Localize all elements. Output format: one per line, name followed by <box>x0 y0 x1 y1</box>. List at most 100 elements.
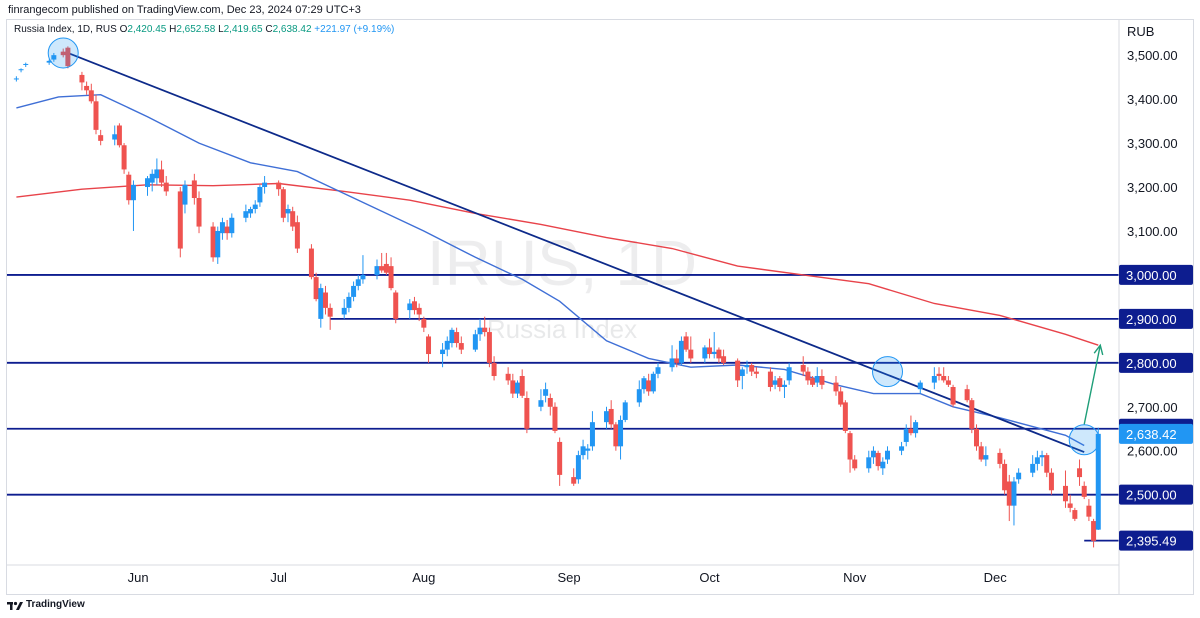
candle-body <box>945 380 951 385</box>
candle-body <box>767 371 773 387</box>
candle-body <box>88 90 94 102</box>
candle-body <box>1034 457 1040 464</box>
candle-body <box>276 182 282 190</box>
price-tag <box>1119 308 1193 329</box>
candle-body <box>243 211 249 218</box>
candle-body <box>60 51 66 56</box>
candle-body <box>51 55 57 60</box>
candle-body <box>941 376 947 381</box>
candle-body <box>1011 481 1017 506</box>
candle-body <box>383 263 389 273</box>
publisher-line: finrangecom published on TradingView.com… <box>8 4 361 16</box>
candle-body <box>777 378 783 387</box>
trendline <box>67 52 1085 453</box>
candle-body <box>903 428 909 442</box>
candle-body <box>983 455 989 460</box>
candle-body <box>655 367 661 374</box>
candle-body <box>735 360 741 381</box>
candle-body <box>978 446 984 460</box>
candle-body <box>1002 463 1008 491</box>
candle-body <box>683 336 689 350</box>
projection-arrow <box>1083 345 1101 425</box>
tradingview-brand: TradingView <box>26 599 85 610</box>
candle-body <box>875 452 881 467</box>
candle-body <box>964 389 970 401</box>
tradingview-footer[interactable]: TradingView <box>7 599 85 610</box>
candle-body <box>744 365 750 368</box>
price-tag-label: 2,638.42 <box>1126 427 1177 442</box>
candle-body <box>318 288 324 319</box>
candle-body <box>833 382 839 392</box>
price-tag-label: 2,900.00 <box>1126 312 1177 327</box>
candle-body <box>622 402 628 420</box>
candle-body <box>154 169 160 179</box>
candle-body <box>753 371 759 374</box>
candle-body <box>313 277 319 300</box>
candle-body <box>1072 510 1078 519</box>
candle-body <box>716 349 722 359</box>
x-tick-label: Sep <box>557 570 580 585</box>
candle-body <box>908 428 914 434</box>
y-tick-label: 3,400.00 <box>1127 92 1178 107</box>
candle-body <box>262 182 268 188</box>
candle-body <box>585 448 591 451</box>
candle-body <box>145 178 151 188</box>
price-tag-label: 3,000.00 <box>1126 268 1177 283</box>
candle-body <box>950 386 956 405</box>
y-tick-label: 3,100.00 <box>1127 224 1178 239</box>
candle-body <box>515 382 521 394</box>
x-tick-label: Aug <box>412 570 435 585</box>
candle-body <box>1091 521 1097 541</box>
candle-body <box>98 135 104 141</box>
candle-body <box>650 373 656 392</box>
candle-body <box>1081 485 1087 497</box>
legend-change: +221.97 (+9.19%) <box>314 24 395 35</box>
legend-close-label: C <box>265 24 273 35</box>
candle-body <box>130 184 136 201</box>
candle-body <box>65 47 71 67</box>
candle-body <box>674 358 680 363</box>
candle-body <box>23 63 29 65</box>
candle-body <box>870 450 876 458</box>
candle-body <box>603 411 609 423</box>
candle-body <box>290 211 296 227</box>
candle-body <box>688 349 694 359</box>
candle-body <box>177 191 183 249</box>
candle-body <box>360 274 366 280</box>
candle-body <box>505 373 511 381</box>
candle-body <box>969 400 975 429</box>
legend-open: 2,420.45 <box>127 24 167 35</box>
candle-body <box>917 382 923 390</box>
candle-body <box>772 380 778 385</box>
tradingview-logo-icon <box>7 601 23 610</box>
candle-body <box>749 365 755 372</box>
candle-body <box>13 78 19 80</box>
price-tag-label: 2,500.00 <box>1126 488 1177 503</box>
price-tag-label: 2,395.49 <box>1126 534 1177 549</box>
candle-body <box>636 389 642 403</box>
price-tag <box>1119 352 1193 373</box>
candle-body <box>444 340 450 350</box>
candle-body <box>880 461 886 469</box>
candle-body <box>739 369 745 377</box>
candle-body <box>552 406 558 431</box>
candle-body <box>885 450 891 460</box>
candle-body <box>308 248 314 278</box>
candle-body <box>411 301 417 311</box>
candle-body <box>931 376 937 383</box>
legend-symbol: Russia Index, 1D, RUS <box>14 24 117 35</box>
candle-body <box>93 101 99 130</box>
candle-body <box>351 285 357 297</box>
candle-body <box>707 347 713 355</box>
candle-body <box>973 428 979 447</box>
y-tick-label: 2,600.00 <box>1127 444 1178 459</box>
candle-body <box>678 340 684 363</box>
candle-body <box>449 329 455 344</box>
x-tick-label: Dec <box>984 570 1008 585</box>
candle-body <box>838 391 844 405</box>
candle-body <box>1044 455 1050 473</box>
candle-body <box>1048 472 1054 491</box>
candle-body <box>557 441 563 475</box>
candle-body <box>866 457 872 469</box>
